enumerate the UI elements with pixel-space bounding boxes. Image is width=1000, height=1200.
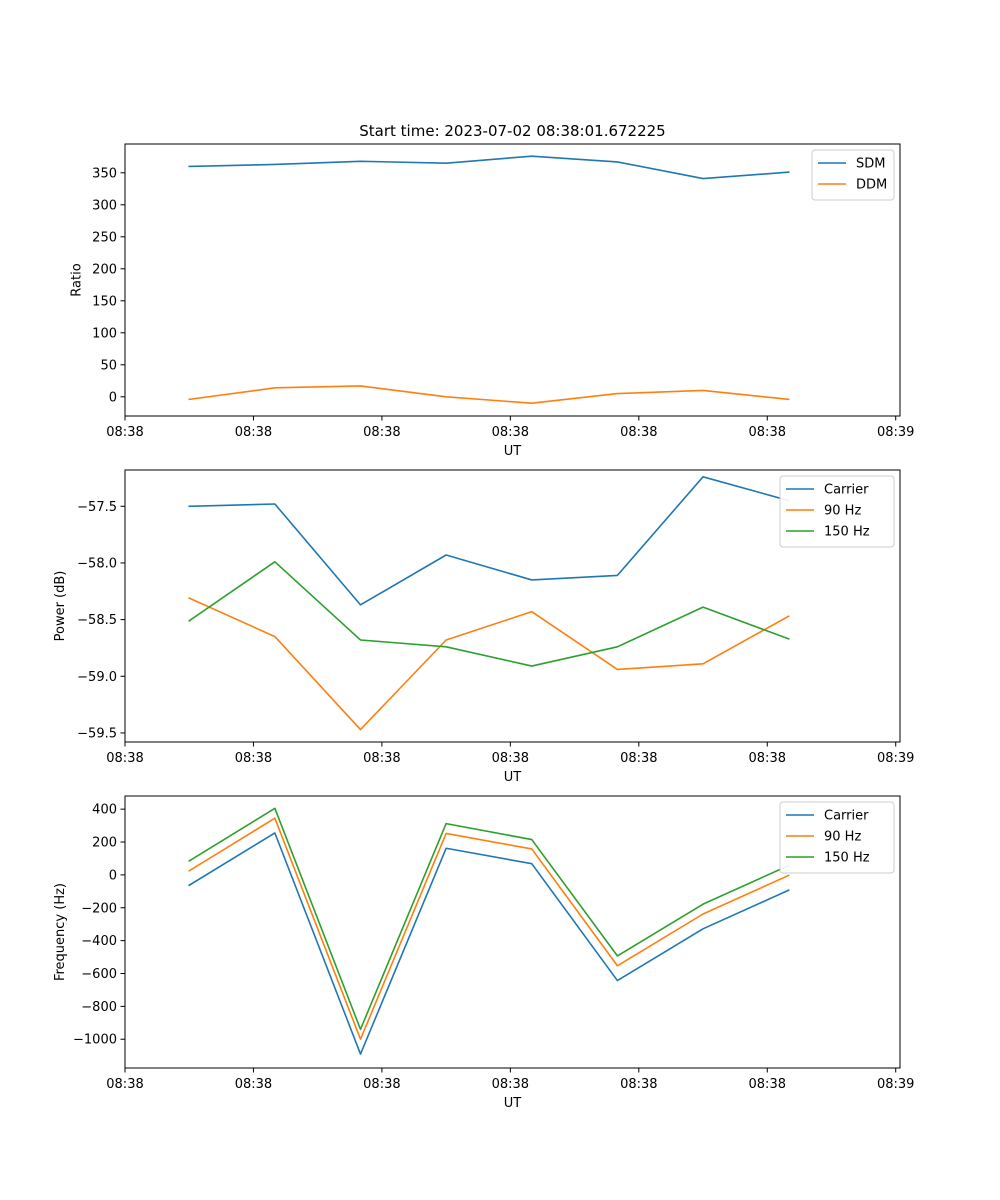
frequency-legend-box — [779, 801, 895, 874]
frequency-y-tick-label: −400 — [81, 934, 117, 949]
power-series-line-carrier — [188, 475, 790, 606]
ratio-axes-frame — [124, 143, 901, 417]
frequency-x-tick-label: 08:38 — [363, 1077, 400, 1092]
frequency-x-axis-label: UT — [504, 1096, 522, 1111]
power-x-tick-label: 08:39 — [877, 751, 914, 766]
power-y-tick-label: −58.0 — [77, 556, 117, 571]
power-legend-label-carrier: Carrier — [824, 483, 869, 498]
ratio-y-tick-label: 100 — [92, 326, 117, 341]
ratio-series-line-sdm — [188, 155, 790, 180]
frequency-series-line-150-hz — [188, 807, 790, 1031]
ratio-x-tick-label: 08:38 — [106, 425, 143, 440]
ratio-panel: 08:38 08:38 08:38 08:38 08:38 08:38 08:39 0 50 10… — [69, 143, 914, 459]
frequency-y-tick-label: −1000 — [73, 1033, 117, 1048]
frequency-series-line-carrier — [188, 832, 790, 1055]
frequency-y-tick-label: 400 — [92, 803, 117, 818]
ratio-x-tick-label: 08:38 — [620, 425, 657, 440]
frequency-y-tick-label: −800 — [81, 1000, 117, 1015]
frequency-x-tick-label: 08:38 — [620, 1077, 657, 1092]
power-series-line-150-hz — [188, 560, 790, 667]
ratio-x-tick-label: 08:38 — [363, 425, 400, 440]
ratio-x-tick-label: 08:38 — [235, 425, 272, 440]
power-panel: 08:38 08:38 08:38 08:38 08:38 08:38 08:39 −59.5… — [53, 469, 914, 785]
frequency-y-tick-label: 0 — [109, 868, 117, 883]
power-legend-label-150-hz: 150 Hz — [824, 525, 870, 540]
frequency-legend: Carrier 90 Hz 150 Hz — [779, 801, 895, 874]
figure-title: Start time: 2023-07-02 08:38:01.672225 — [359, 122, 665, 140]
power-legend-label-90-hz: 90 Hz — [824, 504, 861, 519]
frequency-x-tick-label: 08:39 — [877, 1077, 914, 1092]
power-legend: Carrier 90 Hz 150 Hz — [779, 475, 895, 548]
ratio-x-tick-label: 08:38 — [492, 425, 529, 440]
power-x-tick-label: 08:38 — [106, 751, 143, 766]
frequency-x-tick-label: 08:38 — [235, 1077, 272, 1092]
power-y-tick-label: −59.5 — [77, 726, 117, 741]
ratio-x-axis-label: UT — [504, 444, 522, 459]
frequency-x-tick-label: 08:38 — [106, 1077, 143, 1092]
ratio-series-line-ddm — [188, 385, 790, 405]
power-x-tick-label: 08:38 — [492, 751, 529, 766]
ratio-y-tick-label: 250 — [92, 230, 117, 245]
frequency-y-tick-label: −600 — [81, 967, 117, 982]
frequency-series-line-90-hz — [188, 817, 790, 1041]
power-x-tick-label: 08:38 — [363, 751, 400, 766]
ratio-y-tick-label: 300 — [92, 198, 117, 213]
ratio-legend-label-sdm: SDM — [856, 157, 885, 172]
frequency-panel: 08:38 08:38 08:38 08:38 08:38 08:38 08:39 −1000… — [53, 795, 914, 1111]
power-x-axis-label: UT — [504, 770, 522, 785]
power-x-tick-label: 08:38 — [235, 751, 272, 766]
ratio-y-tick-label: 0 — [109, 390, 117, 405]
power-x-tick-label: 08:38 — [620, 751, 657, 766]
ratio-x-tick-label: 08:39 — [877, 425, 914, 440]
frequency-y-tick-label: 200 — [92, 836, 117, 851]
ratio-y-tick-label: 350 — [92, 166, 117, 181]
frequency-legend-label-carrier: Carrier — [824, 809, 869, 824]
power-x-tick-label: 08:38 — [749, 751, 786, 766]
ratio-y-tick-label: 50 — [100, 358, 117, 373]
ratio-legend-label-ddm: DDM — [856, 178, 887, 193]
frequency-y-tick-label: −200 — [81, 901, 117, 916]
ratio-legend: SDM DDM — [811, 149, 895, 201]
frequency-axes-frame — [124, 795, 901, 1069]
power-axes-frame — [124, 469, 901, 743]
frequency-legend-label-90-hz: 90 Hz — [824, 830, 861, 845]
power-y-tick-label: −57.5 — [77, 500, 117, 515]
frequency-y-axis-label: Frequency (Hz) — [53, 883, 68, 981]
ratio-y-tick-label: 200 — [92, 262, 117, 277]
ratio-x-tick-label: 08:38 — [749, 425, 786, 440]
power-y-tick-label: −58.5 — [77, 613, 117, 628]
ratio-y-axis-label: Ratio — [69, 263, 84, 296]
frequency-legend-label-150-hz: 150 Hz — [824, 851, 870, 866]
frequency-x-tick-label: 08:38 — [749, 1077, 786, 1092]
ratio-y-tick-label: 150 — [92, 294, 117, 309]
frequency-x-tick-label: 08:38 — [492, 1077, 529, 1092]
power-y-tick-label: −59.0 — [77, 670, 117, 685]
power-y-axis-label: Power (dB) — [53, 571, 68, 642]
power-legend-box — [779, 475, 895, 548]
power-series-line-90-hz — [188, 597, 790, 731]
